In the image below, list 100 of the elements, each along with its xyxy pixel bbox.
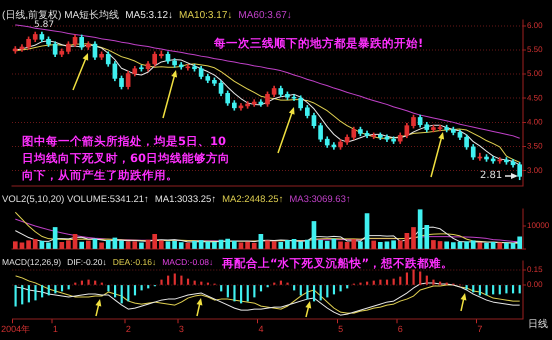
bar [147, 285, 150, 288]
text: DEA:-0.16↓ [112, 257, 156, 267]
bar [114, 285, 116, 298]
bar [119, 240, 124, 249]
bar [439, 282, 442, 285]
bar [126, 242, 130, 249]
bar [285, 240, 290, 249]
bar [358, 242, 363, 249]
bar [492, 285, 494, 294]
x-tick-label: 2 [126, 324, 131, 334]
bar [490, 242, 496, 249]
bar [120, 285, 123, 304]
y-tick-label: 4.50 [527, 93, 544, 102]
bar [94, 280, 96, 285]
y-tick-label: 5.00 [527, 69, 544, 78]
text: MA3:3069.63↑ [289, 194, 351, 205]
bar [272, 241, 276, 249]
bar [225, 238, 230, 249]
bar [218, 240, 224, 249]
bar [79, 242, 84, 249]
bar [54, 285, 56, 294]
bar [464, 241, 469, 249]
bar [139, 242, 144, 249]
bar [518, 285, 521, 294]
bar [232, 240, 237, 249]
bar [392, 278, 395, 285]
bar [192, 240, 197, 249]
text: DIF:-0.20↓ [67, 257, 107, 267]
chart-title: MACD(12,26,9) [2, 257, 62, 267]
bar [498, 285, 501, 294]
bar [60, 285, 64, 292]
bar [258, 234, 264, 249]
bar [431, 240, 436, 249]
bar [260, 285, 262, 292]
bar [472, 285, 474, 292]
text: MA1:3033.25↑ [154, 194, 216, 205]
bar [14, 285, 17, 306]
bar [326, 285, 328, 298]
y-tick-label: 0.00 [527, 280, 544, 290]
bar [200, 282, 202, 285]
bar [178, 242, 184, 249]
bar [132, 241, 138, 249]
x-tick-label: 3 [178, 324, 184, 334]
bar [298, 242, 304, 249]
bar [198, 240, 204, 249]
bar [107, 285, 110, 292]
bar [497, 242, 502, 249]
annotation: 2.81 [480, 170, 504, 181]
chart-title: (日线,前复权) MA短长均线 [2, 10, 120, 21]
bar [399, 276, 402, 285]
bar [127, 285, 130, 302]
bar [371, 240, 376, 249]
bar [404, 233, 410, 249]
x-tick-label: 2004年 [1, 324, 30, 334]
bar [158, 240, 164, 249]
bar [466, 285, 468, 290]
text: 日线 [528, 319, 549, 330]
bar [32, 239, 38, 249]
bar [426, 276, 428, 285]
bar [517, 236, 522, 249]
bar [40, 240, 44, 249]
bar [332, 238, 336, 249]
bar [233, 285, 236, 302]
x-tick-label: 4 [258, 324, 264, 334]
bar [134, 285, 136, 296]
bar [300, 285, 302, 296]
bar [478, 242, 482, 249]
bar [253, 285, 256, 298]
bar [52, 227, 58, 249]
bar [152, 234, 158, 249]
x-tick-label: 1 [52, 324, 58, 334]
bar [432, 280, 435, 285]
bar [512, 285, 514, 294]
bar [344, 242, 350, 249]
chart-title: VOL2(5,10,20) VOLUME:5341.21↑ [2, 194, 149, 205]
bar [34, 285, 37, 300]
bar [312, 221, 316, 249]
bar [505, 285, 508, 294]
bar [444, 242, 450, 249]
bar [205, 242, 210, 249]
bar [68, 285, 70, 290]
bar [485, 285, 488, 296]
bar [212, 242, 217, 249]
bar [280, 280, 282, 285]
bar [46, 242, 51, 249]
bar [66, 240, 71, 249]
bar [99, 242, 104, 249]
bar [265, 240, 270, 249]
bar [391, 240, 396, 249]
series-label: MACD:-0.08↓ [162, 257, 214, 267]
bar [364, 213, 370, 249]
x-tick-label: 6 [398, 324, 403, 334]
bar [293, 285, 296, 290]
bar [140, 285, 143, 290]
bar [424, 225, 430, 249]
bar [470, 240, 476, 249]
bar [59, 242, 64, 249]
bar [92, 238, 98, 249]
bar [146, 240, 150, 249]
bar [458, 242, 462, 249]
